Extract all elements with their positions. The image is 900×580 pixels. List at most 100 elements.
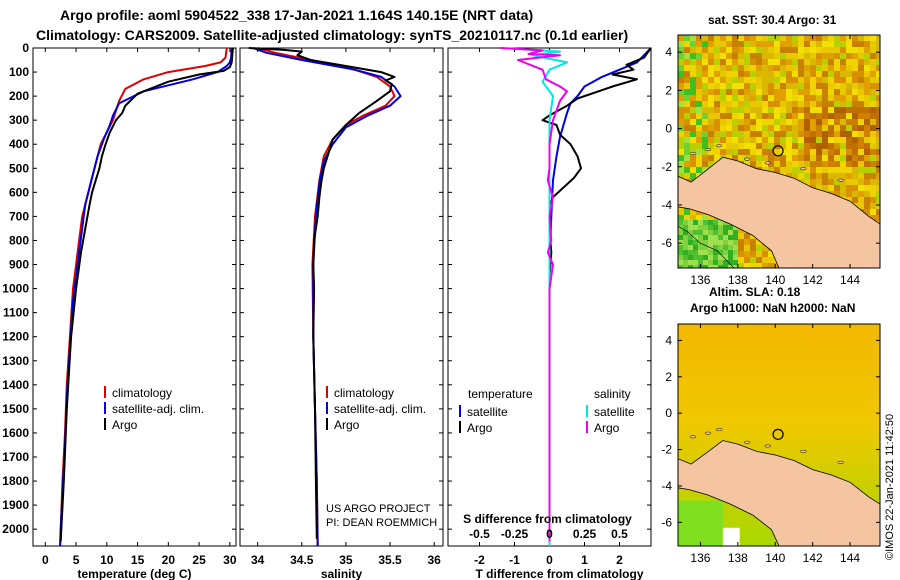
sst-pixel <box>726 65 732 71</box>
sst-pixel <box>728 260 733 265</box>
sst-pixel <box>733 225 738 230</box>
sst-pixel <box>762 155 768 161</box>
sst-pixel <box>840 77 846 83</box>
sst-pixel <box>690 167 696 173</box>
sst-pixel <box>870 143 876 149</box>
sst-pixel <box>774 113 780 119</box>
sst-pixel <box>876 59 880 65</box>
sst-pixel <box>780 71 786 77</box>
sst-pixel <box>774 71 780 77</box>
sst-pixel <box>718 245 723 250</box>
sst-pixel <box>756 125 762 131</box>
sst-pixel <box>870 131 876 137</box>
sst-pixel <box>703 255 708 260</box>
sst-pixel <box>708 235 713 240</box>
sst-pixel <box>703 260 708 265</box>
sst-pixel <box>696 149 702 155</box>
sst-pixel <box>684 167 690 173</box>
sst-pixel <box>810 95 816 101</box>
sst-pixel <box>684 89 690 95</box>
sst-pixel <box>822 47 828 53</box>
depth-tick-label: 1800 <box>2 474 29 488</box>
sla-map-title: Altim. SLA: 0.18 <box>709 285 801 299</box>
sst-pixel <box>702 89 708 95</box>
sst-pixel <box>810 107 816 113</box>
sst-pixel <box>828 59 834 65</box>
sst-pixel <box>798 41 804 47</box>
sst-pixel <box>762 95 768 101</box>
sst-pixel <box>798 95 804 101</box>
sst-pixel <box>756 71 762 77</box>
sst-pixel <box>732 119 738 125</box>
sst-pixel <box>774 167 780 173</box>
sst-pixel <box>774 77 780 83</box>
sst-pixel <box>876 125 880 131</box>
sst-pixel <box>678 220 683 225</box>
sst-pixel <box>780 101 786 107</box>
sst-pixel <box>804 125 810 131</box>
sst-pixel <box>744 35 750 41</box>
sst-pixel <box>708 255 713 260</box>
sst-pixel <box>846 107 852 113</box>
sst-pixel <box>762 107 768 113</box>
sst-pixel <box>816 131 822 137</box>
sst-pixel <box>732 83 738 89</box>
sst-pixel <box>703 245 708 250</box>
sst-pixel <box>852 77 858 83</box>
sst-map-title: sat. SST: 30.4 Argo: 31 <box>708 13 837 27</box>
sst-pixel <box>768 89 774 95</box>
sst-pixel <box>693 260 698 265</box>
sst-pixel <box>698 255 703 260</box>
sst-pixel <box>870 83 876 89</box>
sst-pixel <box>834 155 840 161</box>
sst-pixel <box>728 225 733 230</box>
sst-pixel <box>834 179 840 185</box>
sst-pixel <box>804 155 810 161</box>
sst-pixel <box>858 77 864 83</box>
sst-pixel <box>858 41 864 47</box>
sst-pixel <box>702 155 708 161</box>
sst-pixel <box>738 41 744 47</box>
sst-pixel <box>804 59 810 65</box>
sst-pixel <box>708 71 714 77</box>
sst-pixel <box>762 101 768 107</box>
sst-pixel <box>792 83 798 89</box>
sst-pixel <box>713 235 718 240</box>
sst-pixel <box>718 225 723 230</box>
sst-pixel <box>870 215 876 221</box>
sst-pixel <box>840 161 846 167</box>
sst-pixel <box>750 101 756 107</box>
sst-pixel <box>756 149 762 155</box>
sst-pixel <box>852 95 858 101</box>
sst-pixel <box>684 173 690 179</box>
sst-pixel <box>750 149 756 155</box>
sst-pixel <box>714 53 720 59</box>
sst-pixel <box>792 143 798 149</box>
sst-pixel <box>876 179 880 185</box>
sst-pixel <box>726 41 732 47</box>
sst-pixel <box>876 197 880 203</box>
sst-pixel <box>834 47 840 53</box>
sst-pixel <box>864 101 870 107</box>
sst-pixel <box>750 41 756 47</box>
sst-pixel <box>822 59 828 65</box>
sst-pixel <box>810 41 816 47</box>
sst-pixel <box>846 95 852 101</box>
map-lat-tick-label: -6 <box>661 236 672 250</box>
sst-pixel <box>858 149 864 155</box>
sst-pixel <box>750 125 756 131</box>
sst-pixel <box>768 149 774 155</box>
sst-pixel <box>774 155 780 161</box>
sst-pixel <box>750 143 756 149</box>
sst-pixel <box>852 161 858 167</box>
sst-pixel <box>816 95 822 101</box>
sst-pixel <box>714 131 720 137</box>
sla-map-subtitle: Argo h1000: NaN h2000: NaN <box>690 301 856 315</box>
sst-pixel <box>858 89 864 95</box>
sst-pixel <box>762 89 768 95</box>
series-line-salinity-argo <box>500 47 568 542</box>
sst-pixel <box>858 197 864 203</box>
depth-tick-label: 400 <box>9 137 29 151</box>
sst-pixel <box>822 125 828 131</box>
sst-pixel <box>780 155 786 161</box>
